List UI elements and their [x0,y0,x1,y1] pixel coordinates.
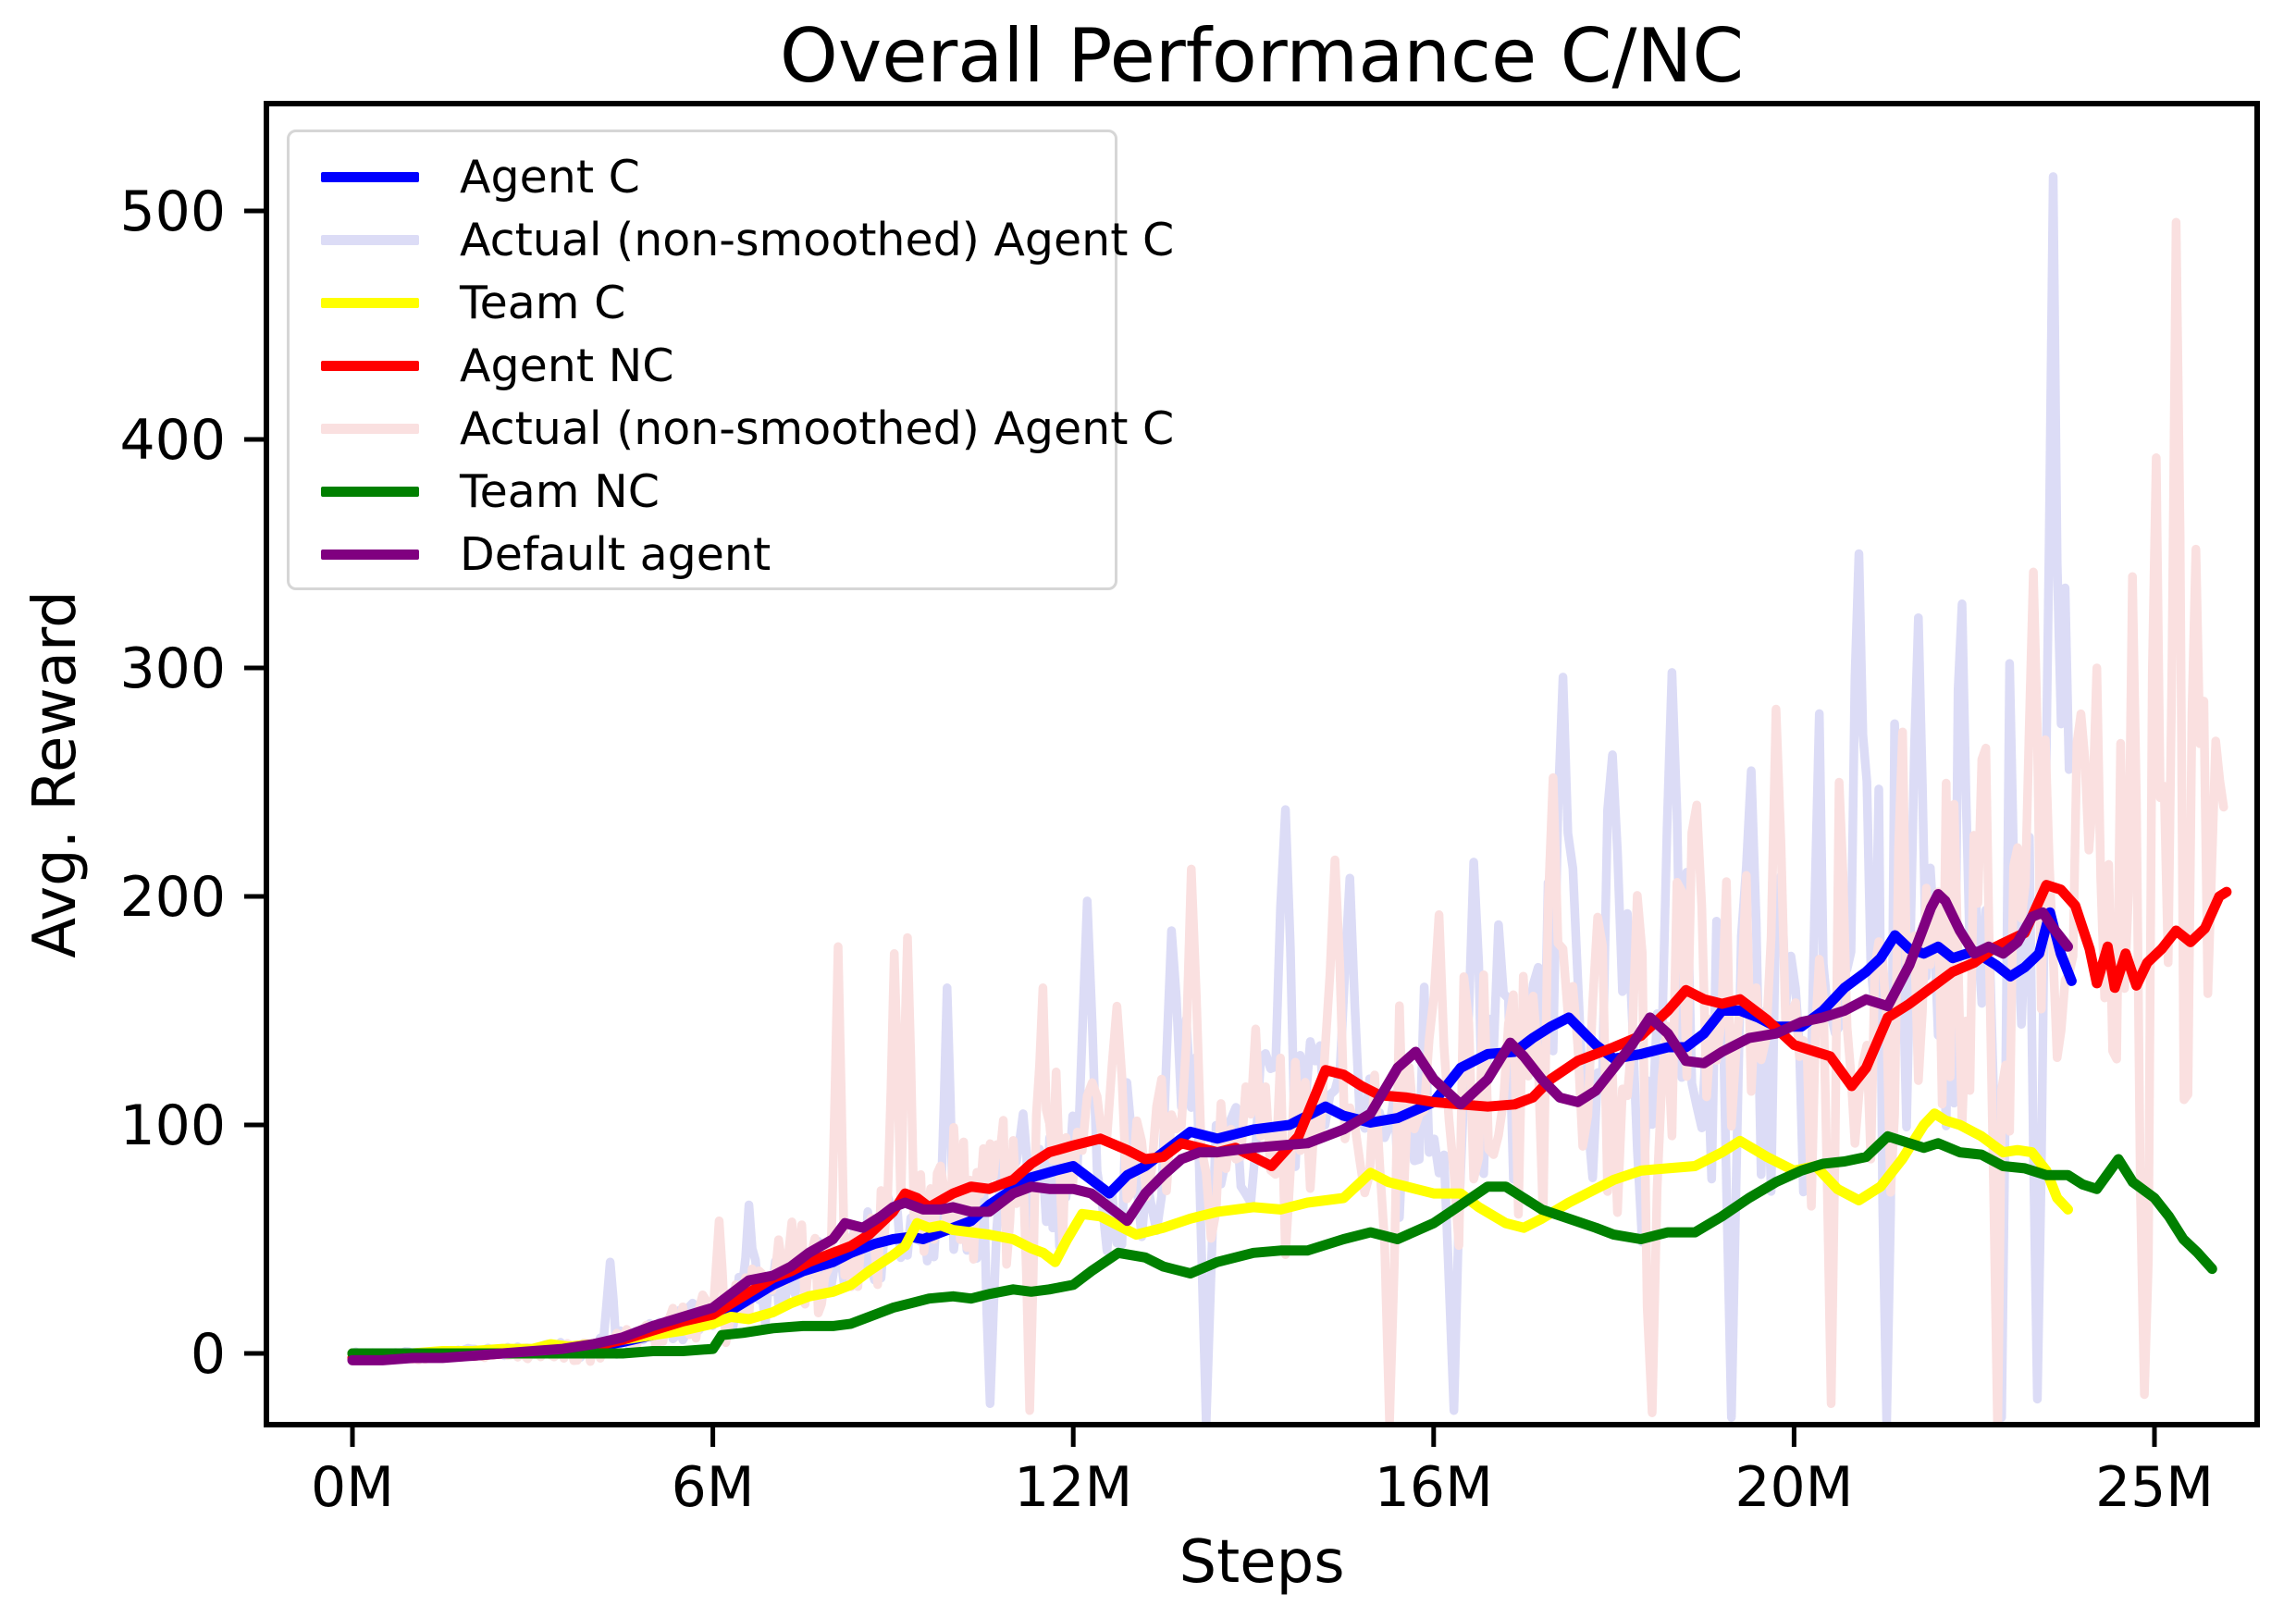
x-tick-label: 0M [311,1455,394,1520]
legend-item: Team C [321,271,1115,334]
x-tick-label: 6M [672,1455,755,1520]
x-axis-label: Steps [1179,1528,1345,1597]
legend-item-label: Team NC [460,464,660,518]
legend-item-label: Agent C [460,150,640,204]
x-tick-label: 16M [1375,1455,1493,1520]
legend-swatch [321,171,419,182]
y-tick-label: 200 [119,865,226,930]
y-tick-label: 500 [119,179,226,244]
legend-swatch [321,549,419,560]
legend-item: Actual (non-smoothed) Agent C [321,208,1174,271]
y-tick-label: 100 [119,1093,226,1158]
legend-item: Actual (non-smoothed) Agent C [321,397,1174,460]
x-axis: 0M 6M 12M 16M 20M 25M [311,1425,2214,1520]
legend: Agent C Actual (non-smoothed) Agent C Te… [287,130,1174,590]
x-tick-label: 20M [1734,1455,1853,1520]
legend-item: Agent C [321,145,1115,208]
series-line-team-c [347,1108,2073,1359]
legend-item: Default agent [321,523,1115,586]
y-tick-label: 0 [191,1322,226,1387]
chart-title: Overall Performance C/NC [779,13,1745,99]
x-tick-label: 25M [2095,1455,2214,1520]
y-tick-label: 400 [119,408,226,473]
legend-swatch [321,297,419,308]
y-axis: 0 100 200 300 400 500 [119,179,266,1387]
legend-swatch [321,423,419,434]
legend-swatch [321,234,419,245]
legend-item-label: Team C [460,276,626,329]
y-axis-label: Avg. Reward [21,590,90,958]
plot-border [264,101,2260,1427]
legend-item: Team NC [321,460,1115,523]
series-line-team-nc [347,1130,2217,1359]
x-tick-label: 12M [1014,1455,1132,1520]
legend-swatch [321,486,419,497]
legend-item-label: Default agent [460,527,772,581]
series-line-default-agent [347,889,2073,1365]
legend-item: Agent NC [321,334,1115,397]
y-tick-label: 300 [119,636,226,701]
legend-item-label: Actual (non-smoothed) Agent C [460,213,1175,266]
series-lines [347,172,2232,1425]
legend-swatch [321,360,419,371]
legend-item-label: Agent NC [460,339,674,392]
legend-item-label: Actual (non-smoothed) Agent C [460,401,1175,455]
